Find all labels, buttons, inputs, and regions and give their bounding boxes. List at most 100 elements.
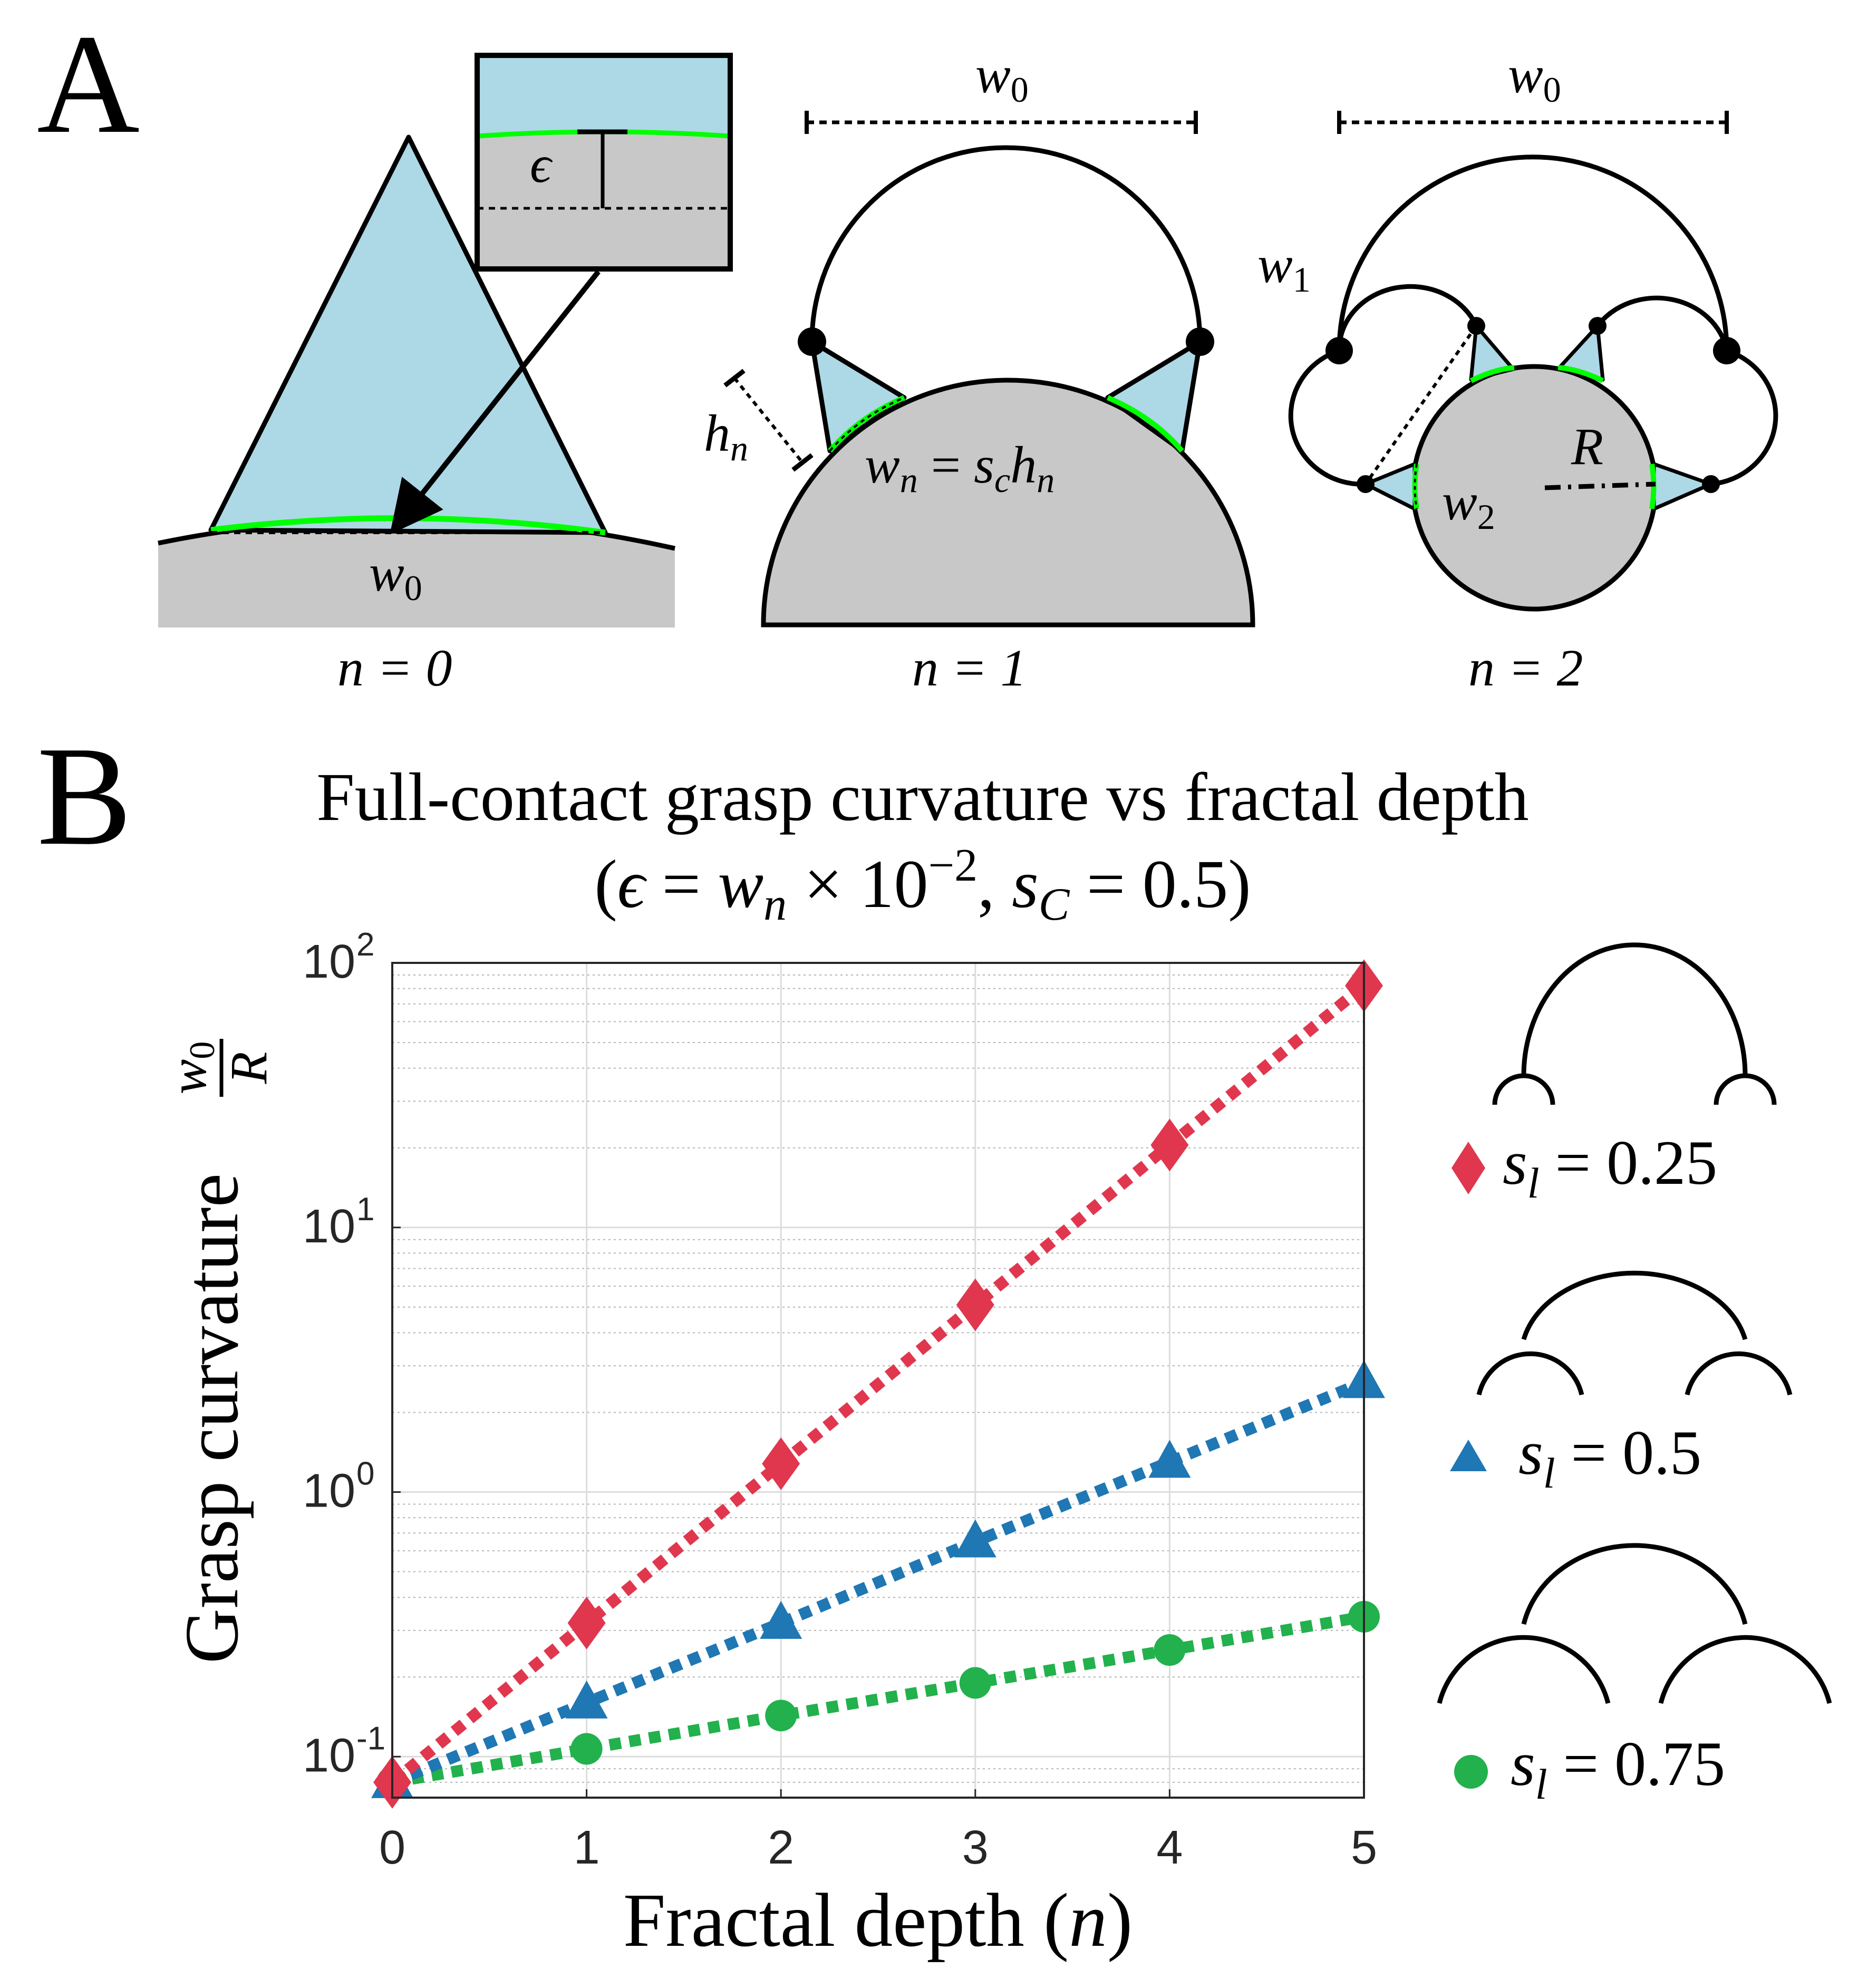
caption-n1: n = 1 — [912, 639, 1027, 697]
right-sub-arc-n2 — [1595, 295, 1729, 351]
y-tick-label: 10 — [303, 1200, 355, 1253]
legend-label-025: sl = 0.25 — [1503, 1127, 1717, 1207]
wn-equation: wn = schn — [865, 436, 1054, 500]
marker-diamond — [762, 1437, 800, 1490]
x-tick-label: 4 — [1156, 1821, 1183, 1874]
hn-dim-tick-top — [723, 369, 746, 388]
y-axis-frac-num: w0 — [159, 1041, 222, 1095]
legend-label-05: sl = 0.5 — [1518, 1417, 1701, 1497]
series-line-circle — [391, 1611, 1365, 1788]
hn-dim-tick-bottom — [791, 453, 814, 472]
marker-triangle — [1148, 1440, 1191, 1478]
object-surface-n0 — [158, 518, 675, 628]
top-arc-n2 — [1337, 155, 1729, 351]
y-tick-label: 10 — [303, 1465, 355, 1518]
finger-right-n1 — [1105, 339, 1203, 453]
chart-title-line2: (ϵ = wn × 10−2, sC = 0.5) — [594, 840, 1251, 930]
finger-left-n1 — [809, 339, 907, 453]
legend-schematic-075 — [1437, 1543, 1832, 1704]
series-layer — [371, 959, 1385, 1809]
x-tick-labels: 0 1 2 3 4 5 — [379, 1821, 1377, 1874]
y-tick-label: 10 — [303, 935, 355, 988]
contact-right-n1 — [1107, 395, 1184, 453]
legend-schematic-05 — [1476, 1270, 1793, 1396]
w0-label-n0: w0 — [369, 544, 422, 608]
dotted-contact-n1 — [829, 397, 905, 452]
joint-left-n1 — [798, 327, 826, 356]
plot-frame — [391, 962, 1365, 1799]
radius-dashdot-line — [1544, 481, 1656, 490]
zoom-arrow — [390, 269, 601, 535]
legend-label-075: sl = 0.75 — [1511, 1729, 1725, 1808]
legend-marker-circle — [1454, 1755, 1488, 1789]
epsilon-label: ϵ — [530, 135, 553, 194]
zoom-inset-frame — [475, 53, 733, 272]
w1-label: w1 — [1257, 235, 1311, 300]
top-arc-n1 — [809, 145, 1203, 342]
x-tick-label: 2 — [768, 1821, 794, 1874]
zoom-inset-fill-top — [477, 55, 730, 136]
marker-circle — [959, 1667, 991, 1699]
diagram-n1: w0 hn wn = schn n = 1 — [704, 45, 1255, 697]
x-axis-label: Fractal depth (n) — [623, 1878, 1133, 1963]
chart-title-line1: Full-contact grasp curvature vs fractal … — [316, 759, 1528, 835]
y-axis-label: Grasp curvature w0 R — [159, 1039, 278, 1664]
x-tick-label: 3 — [962, 1821, 989, 1874]
y-tick-exponent: 2 — [356, 927, 374, 963]
contact-left-dotted-n2 — [1414, 464, 1418, 509]
marker-triangle — [565, 1680, 608, 1719]
left-outer-arc-n2 — [1288, 348, 1366, 487]
y-axis-label-text: Grasp curvature — [170, 1173, 254, 1664]
contact-top-left-n2 — [1469, 365, 1515, 383]
marker-circle — [1154, 1634, 1186, 1666]
x-tick-label: 1 — [574, 1821, 600, 1874]
panel-b-label: B — [37, 717, 132, 875]
contact-top-right-n2 — [1557, 365, 1604, 383]
joint-left-n2 — [1325, 337, 1353, 364]
object-half-disk-n1 — [761, 378, 1255, 628]
right-outer-arc-n2 — [1710, 348, 1778, 487]
marker-diamond — [956, 1278, 994, 1331]
joint-outer-right-n2 — [1702, 475, 1720, 493]
radius-label: R — [1571, 417, 1603, 476]
hn-dim-line — [733, 377, 804, 464]
panel-a-label: A — [37, 5, 140, 163]
series-line-diamond — [389, 981, 1368, 1787]
y-tick-exponent: 1 — [356, 1191, 374, 1228]
marker-circle — [765, 1700, 797, 1732]
legend: sl = 0.25 sl = 0.5 sl = 0.75 — [1437, 942, 1832, 1808]
joint-right-n2 — [1713, 337, 1740, 364]
joint-inner-right-n2 — [1589, 317, 1607, 335]
marker-circle — [570, 1733, 603, 1765]
joint-right-n1 — [1186, 327, 1214, 356]
caption-n0: n = 0 — [337, 639, 452, 697]
y-axis-frac-den: R — [219, 1051, 278, 1084]
series-line-triangle — [390, 1377, 1367, 1788]
x-tick-label: 0 — [379, 1821, 405, 1874]
w0-label-n1: w0 — [975, 45, 1029, 110]
joint-inner-left-n2 — [1467, 317, 1485, 335]
left-sub-arc-n2 — [1337, 284, 1479, 351]
diagram-n0: ϵ w0 n = 0 — [158, 53, 733, 697]
y-tick-exponent: -1 — [356, 1720, 385, 1757]
w2-label: w2 — [1442, 472, 1495, 537]
diagram-n2: w0 w1 w2 R n = 2 — [1257, 45, 1778, 697]
marker-triangle — [954, 1519, 996, 1558]
caption-n2: n = 2 — [1468, 639, 1583, 697]
marker-diamond — [1150, 1118, 1189, 1172]
marker-triangle — [760, 1600, 802, 1639]
joint-outer-left-n2 — [1357, 475, 1375, 493]
marker-diamond — [567, 1596, 606, 1649]
w0-label-n2: w0 — [1508, 45, 1561, 110]
legend-marker-triangle — [1450, 1440, 1487, 1471]
y-tick-exponent: 0 — [356, 1456, 374, 1492]
legend-schematic-025 — [1492, 942, 1777, 1105]
hn-label: hn — [704, 404, 748, 468]
x-tick-label: 5 — [1351, 1821, 1377, 1874]
w1-dotted-line — [1364, 325, 1478, 485]
legend-marker-diamond — [1451, 1142, 1485, 1194]
y-tick-label: 10 — [303, 1729, 355, 1782]
